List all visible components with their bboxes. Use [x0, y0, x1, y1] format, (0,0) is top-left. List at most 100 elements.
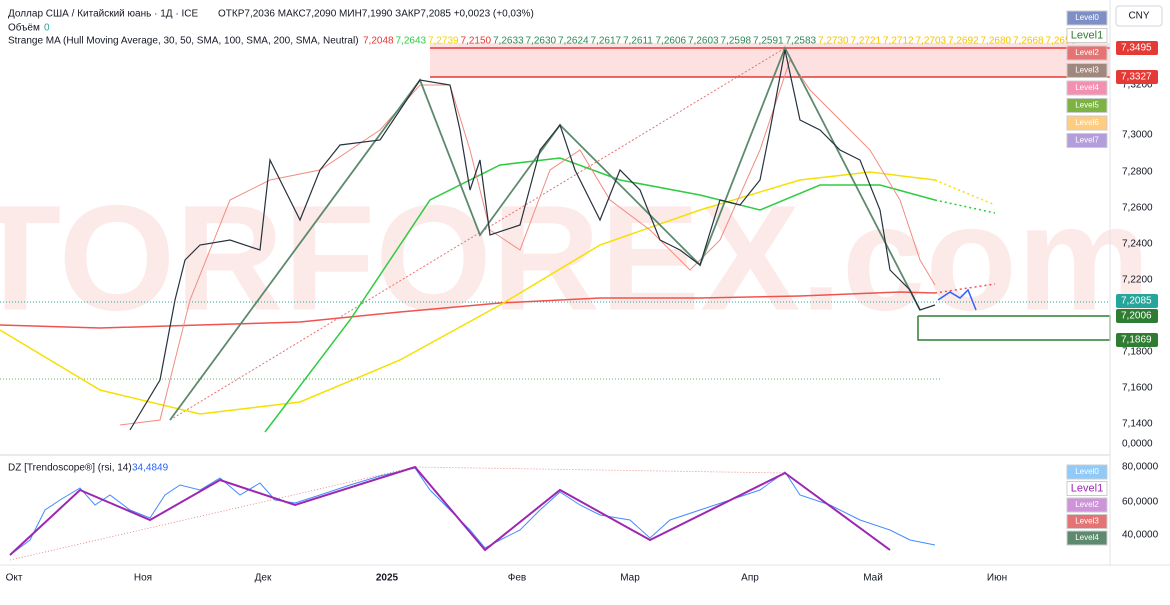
price-tick-label: 7,2200 — [1122, 275, 1153, 286]
price-tick-label: 7,1600 — [1122, 383, 1153, 394]
level-swatch — [1066, 133, 1108, 148]
level-swatch — [1066, 497, 1108, 513]
indicator-value: 7,2692 — [948, 36, 979, 47]
indicator-value: 7,2603 — [688, 36, 719, 47]
volume-label: Объём — [8, 22, 40, 34]
level-swatch — [1066, 481, 1108, 496]
ma-100 — [0, 171, 936, 415]
time-tick-label: 2025 — [376, 573, 399, 584]
osc-value: 34,4849 — [132, 463, 169, 474]
level-label: Level0 — [1075, 467, 1099, 476]
level-label: Level6 — [1075, 118, 1099, 127]
hull-ma — [119, 58, 936, 426]
indicator-value: 7,2630 — [526, 36, 557, 47]
price-tick-label: 7,1800 — [1122, 347, 1153, 358]
level-swatch — [1066, 530, 1108, 546]
osc-title: DZ [Trendoscope®] (rsi, 14) — [8, 463, 132, 474]
price-tick-label: 0,0000 — [1122, 439, 1153, 450]
level-label: Level3 — [1075, 66, 1099, 75]
level-label: Level2 — [1075, 48, 1099, 57]
level-swatch — [1066, 10, 1108, 26]
rsi-line — [9, 467, 936, 556]
level-label: Level1 — [1071, 29, 1103, 41]
level-swatch — [1066, 45, 1108, 61]
osc-tick-label: 40,0000 — [1122, 530, 1159, 541]
price-badge-label: 7,2085 — [1121, 296, 1152, 307]
indicator-value: 7,2680 — [981, 36, 1012, 47]
price-badge — [1116, 41, 1158, 55]
ma-200 — [0, 291, 936, 329]
indicator-value: 7,2048 — [363, 36, 394, 47]
price-path — [129, 49, 936, 431]
time-tick-label: Фев — [508, 573, 526, 584]
indicator-value: 7,2598 — [721, 36, 752, 47]
level-label: Level4 — [1075, 533, 1099, 542]
ohlc: ОТКР7,2036 МАКС7,2090 МИН7,1990 ЗАКР7,20… — [218, 9, 534, 20]
indicator-value: 7,2739 — [428, 36, 459, 47]
indicator-value: 7,2591 — [753, 36, 784, 47]
level-label: Level2 — [1075, 500, 1099, 509]
indicator-value: 7,2583 — [786, 36, 817, 47]
indicator-value: 7,2703 — [916, 36, 947, 47]
volume-value: 0 — [44, 23, 50, 34]
time-tick-label: Окт — [6, 573, 23, 584]
price-tick-label: 7,2400 — [1122, 239, 1153, 250]
level-label: Level1 — [1071, 482, 1103, 494]
time-tick-label: Апр — [741, 573, 759, 584]
indicator-value: 7,2643 — [396, 36, 427, 47]
indicator-value: 7,2656 — [1046, 36, 1077, 47]
osc-tick-label: 60,0000 — [1122, 497, 1159, 508]
level-label: Level3 — [1075, 517, 1099, 526]
price-badge — [1116, 309, 1158, 323]
indicator-value: 7,2606 — [656, 36, 687, 47]
indicator-value: 7,2721 — [851, 36, 882, 47]
osc-trend — [9, 466, 786, 561]
price-badge-label: 7,2006 — [1121, 311, 1152, 322]
level-swatch — [1066, 464, 1108, 480]
forecast — [937, 288, 977, 311]
indicator-value: 7,2150 — [461, 36, 492, 47]
indicator-value: 7,2633 — [493, 36, 524, 47]
time-tick-label: Мар — [620, 573, 640, 584]
dynamic-layer: Доллар США / Китайский юань · 1Д · ICE ОТ… — [6, 5, 1163, 584]
time-tick-label: Июн — [987, 573, 1007, 584]
level-swatch — [1066, 98, 1108, 113]
ma-50-projection — [934, 199, 996, 214]
indicator-value: 7,2624 — [558, 36, 589, 47]
price-tick-label: 7,3200 — [1122, 80, 1153, 91]
level-label: Level7 — [1075, 136, 1099, 145]
indicator-value: 7,2712 — [883, 36, 914, 47]
level-swatch — [1066, 115, 1108, 131]
level-swatch — [1066, 514, 1108, 529]
watermark: TORFOREX.com — [0, 174, 1150, 342]
level-swatch — [1066, 63, 1108, 78]
osc-zigzag — [9, 465, 891, 556]
currency: CNY — [1128, 11, 1149, 22]
currency-button — [1115, 5, 1163, 27]
level-label: Level4 — [1075, 83, 1099, 92]
level-swatch — [1066, 28, 1108, 43]
price-tick-label: 7,2600 — [1122, 203, 1153, 214]
indicator-value: 7,2668 — [1013, 36, 1044, 47]
price-badge — [1116, 294, 1158, 308]
osc-tick-label: 80,0000 — [1122, 462, 1159, 473]
level-swatch — [1066, 80, 1108, 96]
ma-100-projection — [934, 179, 996, 206]
ma-50 — [264, 157, 936, 433]
indicator-value: 7,2617 — [591, 36, 622, 47]
time-tick-label: Ноя — [134, 573, 152, 584]
ma-200-projection — [934, 283, 996, 294]
price-badge — [1116, 333, 1158, 347]
indicator-value: 7,2611 — [623, 36, 653, 47]
price-badge-label: 7,1869 — [1121, 335, 1152, 346]
price-tick-label: 7,1400 — [1122, 419, 1153, 430]
price-tick-label: 7,3000 — [1122, 130, 1153, 141]
symbol: Доллар США / Китайский юань · 1Д · ICE — [8, 9, 198, 20]
price-badge — [1116, 70, 1158, 84]
time-tick-label: Май — [863, 573, 883, 584]
level-label: Level5 — [1075, 101, 1099, 110]
indicator: Strange MA (Hull Moving Average, 30, 50,… — [8, 36, 359, 47]
price-badge-label: 7,3327 — [1121, 72, 1152, 83]
